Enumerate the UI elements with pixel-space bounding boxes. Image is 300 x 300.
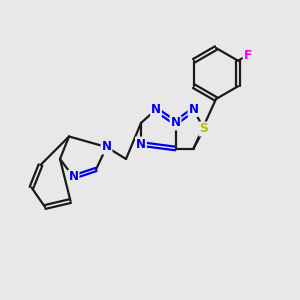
Text: S: S (200, 122, 208, 136)
Text: N: N (170, 116, 181, 130)
Text: N: N (188, 103, 199, 116)
Text: F: F (244, 49, 252, 62)
Text: N: N (136, 137, 146, 151)
Text: N: N (68, 170, 79, 184)
Text: N: N (101, 140, 112, 154)
Text: N: N (151, 103, 161, 116)
